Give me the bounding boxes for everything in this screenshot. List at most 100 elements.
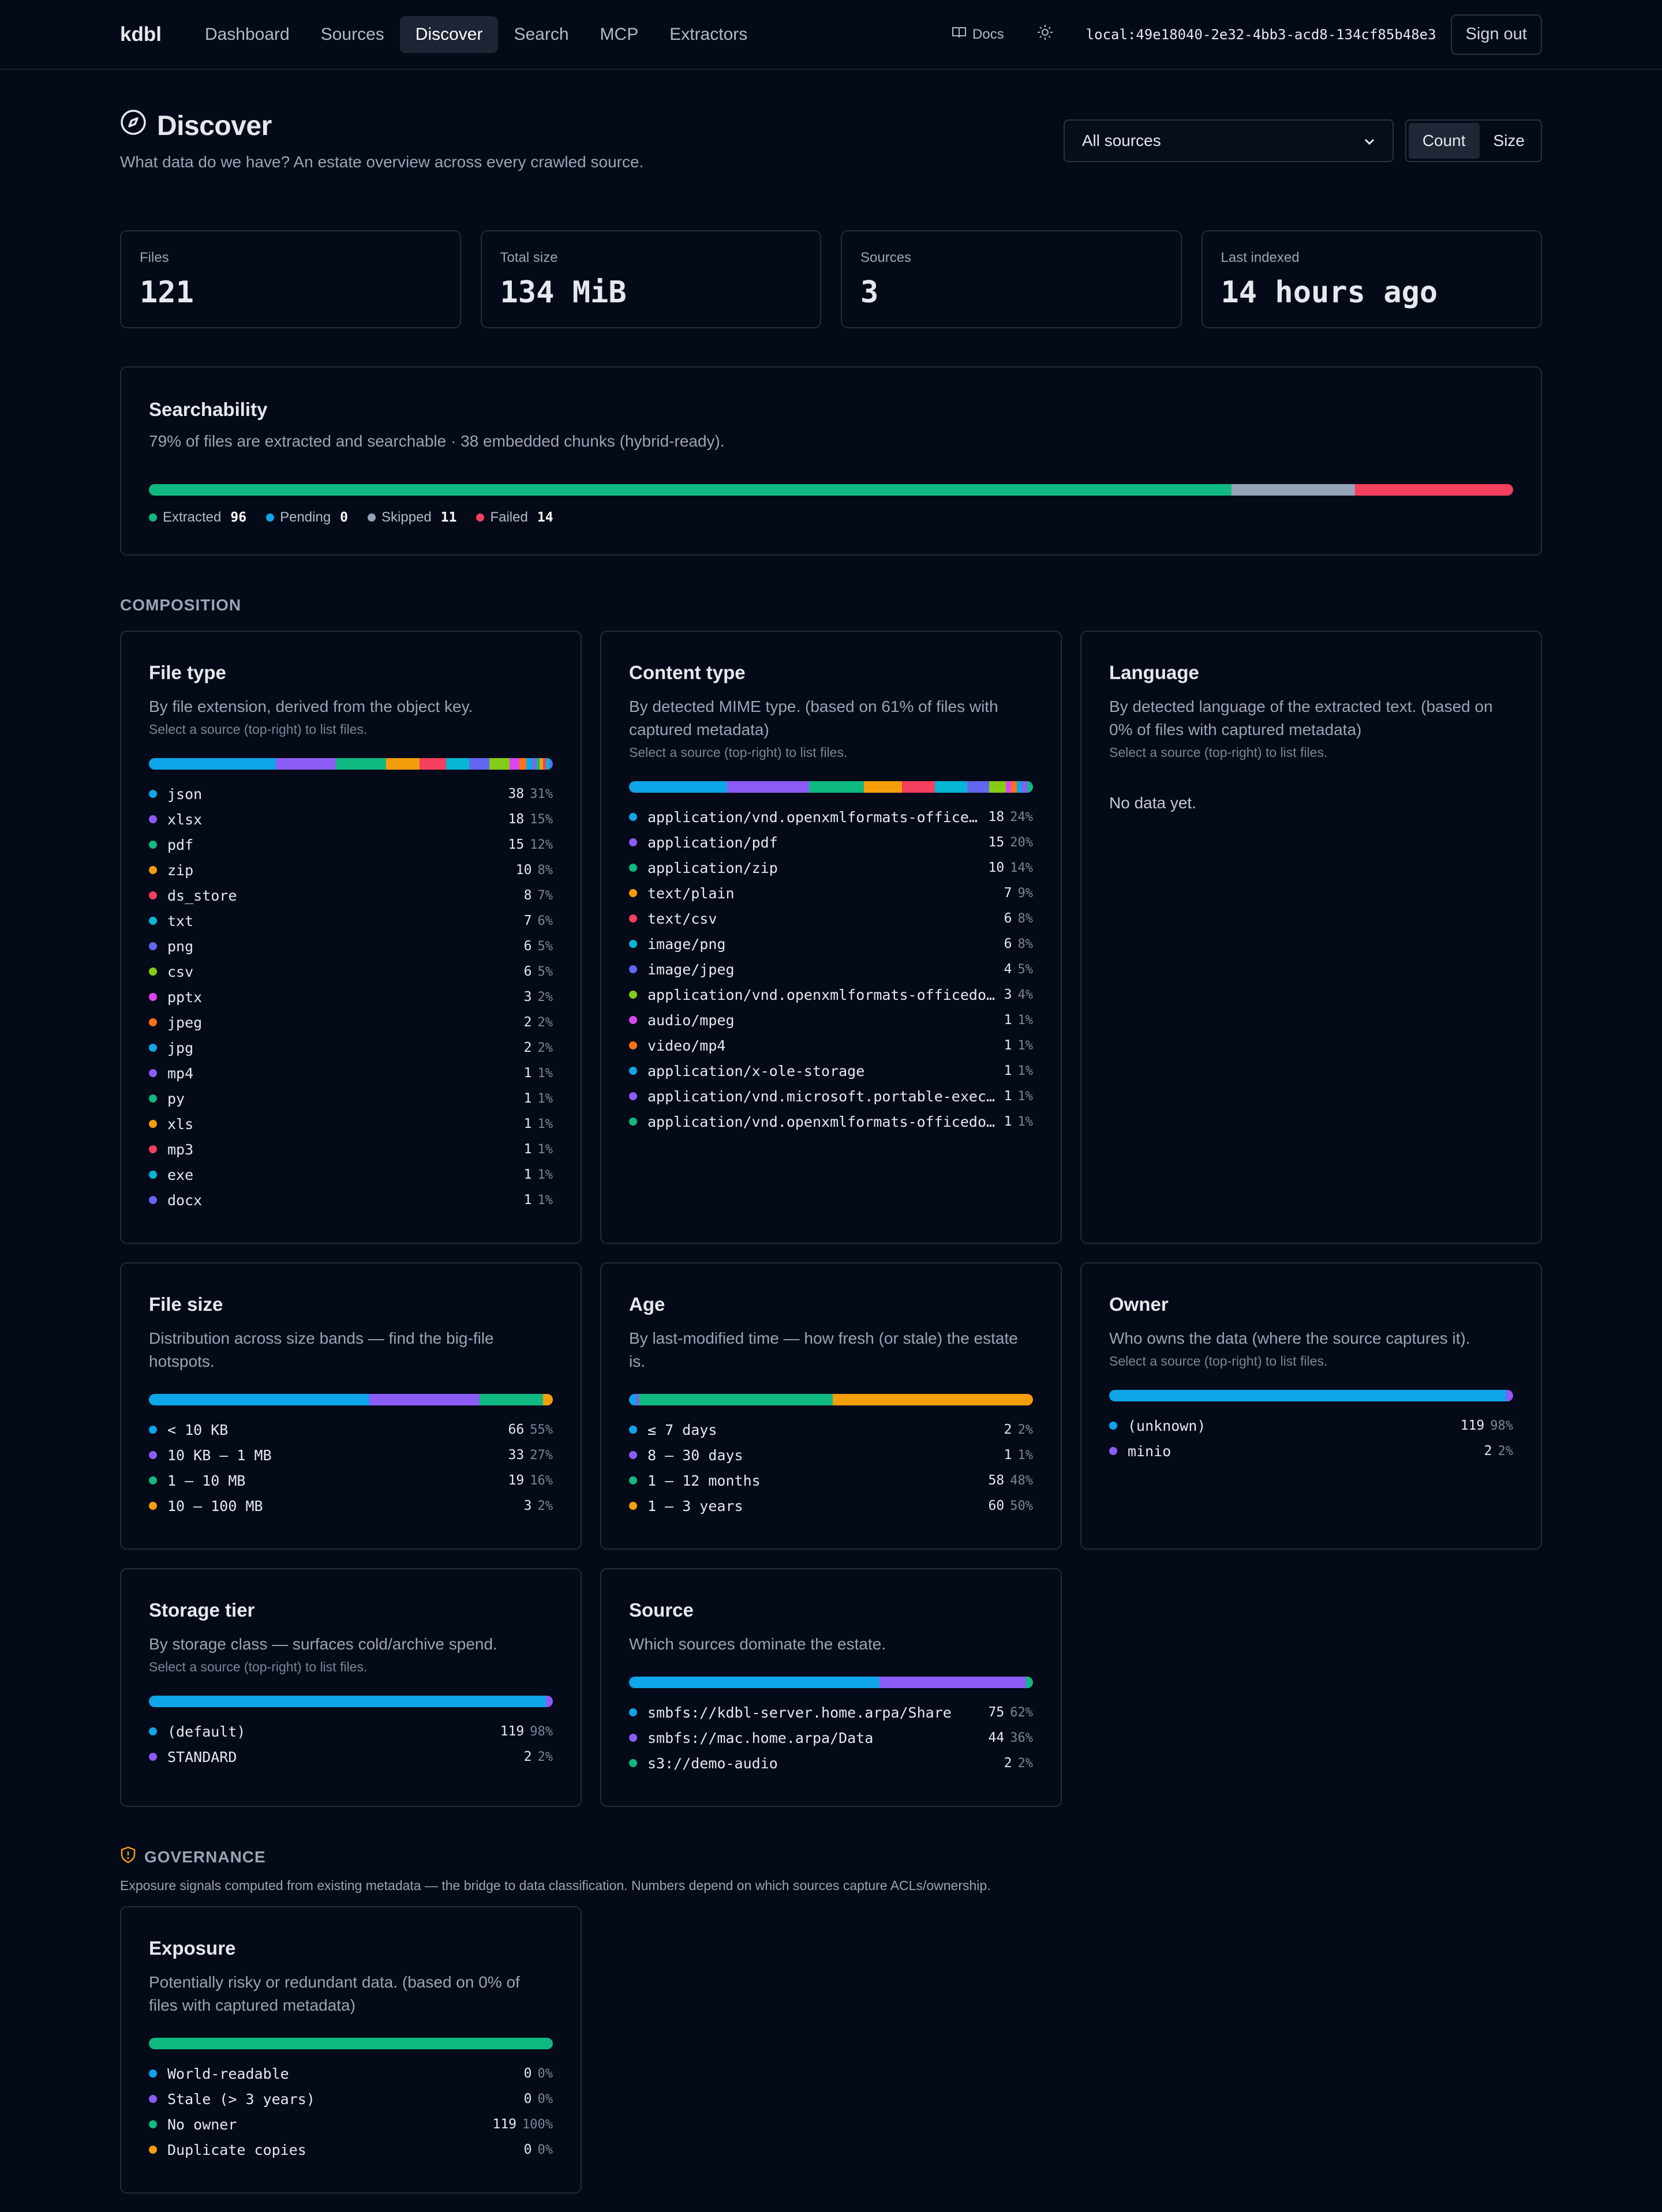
- bar-segment: [1109, 1390, 1507, 1401]
- item-percent: 98%: [1490, 1418, 1513, 1433]
- list-item[interactable]: 8 – 30 days 1 1%: [629, 1442, 1033, 1468]
- bar-segment-skipped: [1231, 484, 1356, 496]
- nav-link-discover[interactable]: Discover: [399, 16, 499, 53]
- list-item[interactable]: txt 7 6%: [149, 908, 553, 933]
- theme-toggle-sun-icon[interactable]: [1036, 24, 1054, 46]
- list-item[interactable]: smbfs://kdbl-server.home.arpa/Share 75 62%: [629, 1700, 1033, 1725]
- bar-segment: [629, 1394, 636, 1405]
- item-count: 8: [523, 888, 532, 903]
- list-item[interactable]: jpeg 2 2%: [149, 1010, 553, 1035]
- list-item[interactable]: No owner 119 100%: [149, 2112, 553, 2137]
- list-item[interactable]: application/x-ole-storage 1 1%: [629, 1058, 1033, 1083]
- item-count: 33: [508, 1448, 525, 1463]
- list-item[interactable]: py 1 1%: [149, 1086, 553, 1111]
- list-item[interactable]: application/zip 10 14%: [629, 855, 1033, 880]
- list-item[interactable]: json 38 31%: [149, 781, 553, 807]
- list-item[interactable]: audio/mpeg 1 1%: [629, 1007, 1033, 1033]
- item-percent: 5%: [537, 964, 553, 979]
- card-age: Age By last-modified time — how fresh (or…: [600, 1262, 1062, 1550]
- nav-link-dashboard[interactable]: Dashboard: [204, 24, 290, 44]
- item-count: 1: [523, 1116, 532, 1131]
- list-item[interactable]: Duplicate copies 0 0%: [149, 2137, 553, 2162]
- list-item[interactable]: (unknown) 119 98%: [1109, 1413, 1513, 1438]
- list-item[interactable]: mp4 1 1%: [149, 1060, 553, 1086]
- list-item[interactable]: ≤ 7 days 2 2%: [629, 1417, 1033, 1442]
- list-item[interactable]: application/vnd.openxmlformats-officedoc…: [629, 1109, 1033, 1134]
- list-item[interactable]: jpg 2 2%: [149, 1035, 553, 1060]
- bar-segment: [635, 1394, 639, 1405]
- distribution-bar: [629, 781, 1033, 793]
- list-item[interactable]: exe 1 1%: [149, 1162, 553, 1187]
- source-select[interactable]: All sources: [1063, 119, 1394, 162]
- governance-description: Exposure signals computed from existing …: [120, 1878, 991, 1893]
- list-item[interactable]: 10 KB – 1 MB 33 27%: [149, 1442, 553, 1468]
- toggle-size[interactable]: Size: [1493, 132, 1525, 149]
- list-item[interactable]: image/png 6 8%: [629, 931, 1033, 957]
- list-item[interactable]: minio 2 2%: [1109, 1438, 1513, 1464]
- list-item[interactable]: smbfs://mac.home.arpa/Data 44 36%: [629, 1725, 1033, 1750]
- list-item[interactable]: png 6 5%: [149, 933, 553, 959]
- list-item[interactable]: ds_store 8 7%: [149, 883, 553, 908]
- list-item[interactable]: 10 – 100 MB 3 2%: [149, 1493, 553, 1519]
- list-item[interactable]: video/mp4 1 1%: [629, 1033, 1033, 1058]
- list-item[interactable]: application/vnd.openxmlformats-officedoc…: [629, 804, 1033, 830]
- list-item[interactable]: csv 6 5%: [149, 959, 553, 984]
- bar-segment: [542, 1394, 553, 1405]
- nav-link-mcp[interactable]: MCP: [600, 24, 639, 44]
- list-item[interactable]: Stale (> 3 years) 0 0%: [149, 2086, 553, 2112]
- list-item[interactable]: pptx 3 2%: [149, 984, 553, 1010]
- list-item[interactable]: application/pdf 15 20%: [629, 830, 1033, 855]
- docs-link[interactable]: Docs: [952, 26, 1004, 43]
- bar-segment: [934, 781, 968, 793]
- list-item[interactable]: text/plain 7 9%: [629, 880, 1033, 906]
- sign-out-button[interactable]: Sign out: [1450, 14, 1542, 55]
- nav-link-sources[interactable]: Sources: [320, 24, 384, 44]
- nav-link-search[interactable]: Search: [514, 24, 569, 44]
- list-item[interactable]: xlsx 18 15%: [149, 807, 553, 832]
- list-item[interactable]: 1 – 3 years 60 50%: [629, 1493, 1033, 1519]
- bar-segment: [879, 1677, 1027, 1688]
- legend-dot: [629, 914, 637, 923]
- item-name: mp4: [167, 1064, 194, 1082]
- card-language: Language By detected language of the extr…: [1080, 631, 1542, 1244]
- legend-dot: [149, 1018, 157, 1026]
- item-count: 1: [1004, 1114, 1012, 1129]
- list-item[interactable]: 1 – 12 months 58 48%: [629, 1468, 1033, 1493]
- docs-label: Docs: [972, 26, 1004, 42]
- toggle-count[interactable]: Count: [1408, 123, 1480, 159]
- item-percent: 1%: [537, 1142, 553, 1157]
- card-title: Age: [629, 1294, 665, 1315]
- bar-segment: [539, 758, 543, 770]
- bar-segment: [1005, 781, 1012, 793]
- list-item[interactable]: World-readable 0 0%: [149, 2061, 553, 2086]
- list-item[interactable]: 1 – 10 MB 19 16%: [149, 1468, 553, 1493]
- list-item[interactable]: s3://demo-audio 2 2%: [629, 1750, 1033, 1776]
- item-count: 44: [988, 1730, 1005, 1745]
- list-item[interactable]: text/csv 6 8%: [629, 906, 1033, 931]
- bar-segment: [629, 1677, 879, 1688]
- list-item[interactable]: mp3 1 1%: [149, 1137, 553, 1162]
- legend-label: Skipped: [381, 509, 432, 525]
- card-hint: Select a source (top-right) to list file…: [149, 722, 368, 737]
- item-name: smbfs://kdbl-server.home.arpa/Share: [647, 1704, 952, 1721]
- list-item[interactable]: application/vnd.microsoft.portable-execu…: [629, 1083, 1033, 1109]
- bar-segment: [369, 1394, 480, 1405]
- item-count: 0: [523, 2091, 532, 2106]
- list-item[interactable]: zip 10 8%: [149, 857, 553, 883]
- bar-segment: [149, 1394, 369, 1405]
- legend-item-extracted: Extracted 96: [149, 509, 246, 526]
- stat-card-last-indexed: Last indexed 14 hours ago: [1201, 230, 1542, 328]
- list-item[interactable]: image/jpeg 4 5%: [629, 957, 1033, 982]
- list-item[interactable]: application/vnd.openxmlformats-officedoc…: [629, 982, 1033, 1007]
- source-select-value: All sources: [1081, 132, 1161, 149]
- item-count: 19: [508, 1473, 525, 1488]
- list-item[interactable]: pdf 15 12%: [149, 832, 553, 857]
- list-item[interactable]: (default) 119 98%: [149, 1719, 553, 1744]
- list-item[interactable]: < 10 KB 66 55%: [149, 1417, 553, 1442]
- list-item[interactable]: STANDARD 2 2%: [149, 1744, 553, 1769]
- nav-link-extractors[interactable]: Extractors: [669, 24, 748, 44]
- bar-segment: [149, 2038, 553, 2049]
- list-item[interactable]: xls 1 1%: [149, 1111, 553, 1137]
- list-item[interactable]: docx 1 1%: [149, 1187, 553, 1213]
- brand-logo[interactable]: kdbl: [120, 23, 162, 46]
